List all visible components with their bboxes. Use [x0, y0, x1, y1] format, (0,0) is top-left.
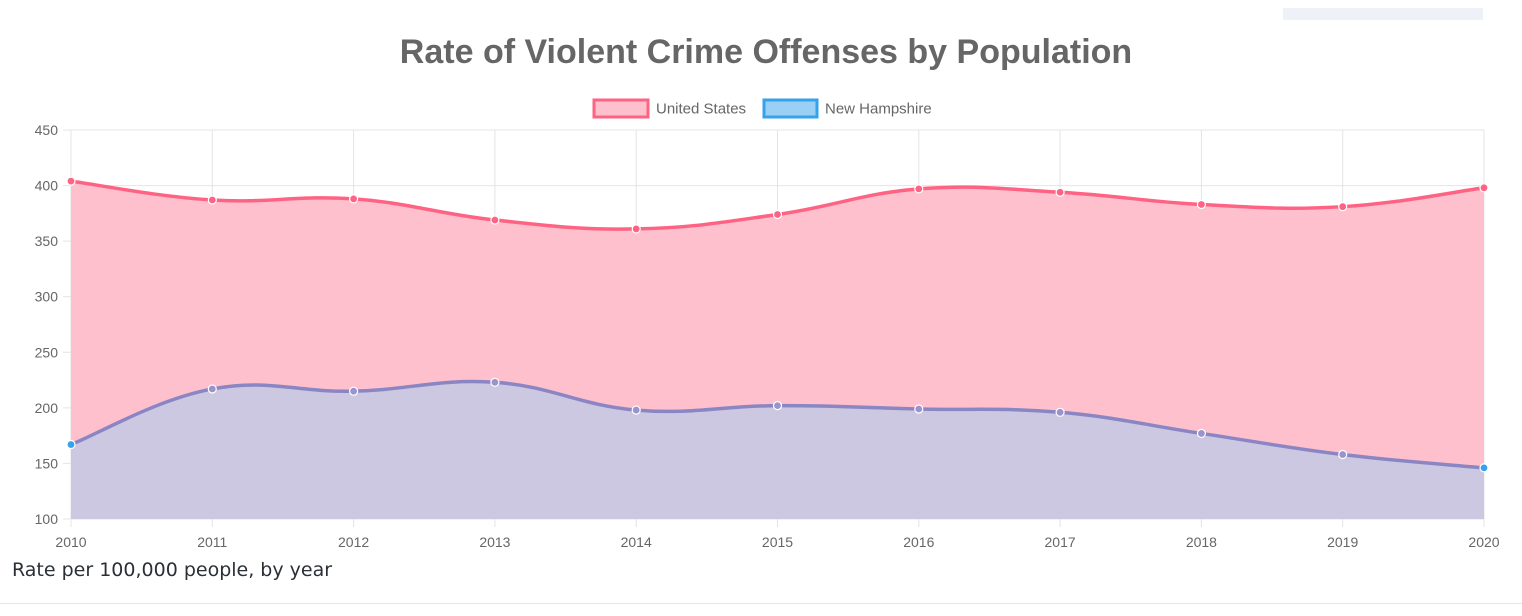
y-tick-label-300: 300 — [35, 289, 59, 305]
x-tick-label-2011: 2011 — [197, 534, 227, 550]
point-new-hampshire-2015[interactable] — [772, 401, 783, 411]
line-new-hampshire — [69, 379, 1486, 470]
x-tick-label-2013: 2013 — [479, 534, 510, 550]
legend-label-new-hampshire: New Hampshire — [825, 101, 932, 118]
point-united-states-2015[interactable] — [772, 209, 783, 220]
point-new-hampshire-2014[interactable] — [631, 405, 641, 415]
chart-legend: United States New Hampshire — [592, 98, 932, 119]
legend-swatch-united-states — [592, 98, 650, 119]
point-united-states-2012[interactable] — [349, 194, 359, 204]
area-new-hampshire — [71, 381, 1484, 519]
y-tick-label-250: 250 — [35, 344, 59, 360]
point-united-states-2014[interactable] — [631, 224, 641, 234]
point-new-hampshire-2013[interactable] — [490, 377, 500, 387]
series-areas — [71, 181, 1484, 519]
legend-item-new-hampshire[interactable]: New Hampshire — [762, 98, 932, 119]
y-tick-label-200: 200 — [35, 400, 59, 416]
point-united-states-2018[interactable] — [1196, 199, 1207, 210]
point-united-states-2016[interactable] — [914, 184, 924, 194]
top-strip — [1283, 8, 1483, 20]
x-tick-label-2020: 2020 — [1468, 534, 1499, 550]
y-tick-label-350: 350 — [35, 233, 59, 249]
y-axis-ticks: 100 150 200 250 300 350 400 450 — [35, 122, 59, 527]
point-united-states-2020[interactable] — [1479, 183, 1489, 193]
x-tick-label-2019: 2019 — [1327, 534, 1358, 550]
divider — [0, 603, 1522, 604]
point-new-hampshire-2018[interactable] — [1196, 428, 1207, 439]
chart-container: Rate of Violent Crime Offenses by Popula… — [35, 33, 1500, 550]
y-tick-label-150: 150 — [35, 455, 59, 471]
x-tick-label-2012: 2012 — [338, 534, 369, 550]
point-united-states-2013[interactable] — [490, 215, 500, 225]
x-tick-label-2017: 2017 — [1045, 534, 1076, 550]
legend-swatch-new-hampshire — [762, 98, 819, 119]
point-united-states-2019[interactable] — [1338, 202, 1348, 212]
legend-item-united-states[interactable]: United States — [592, 98, 746, 119]
y-tick-label-100: 100 — [35, 511, 59, 527]
chart-title: Rate of Violent Crime Offenses by Popula… — [400, 33, 1132, 71]
chart-caption: Rate per 100,000 people, by year — [12, 559, 333, 581]
x-tick-label-2016: 2016 — [903, 534, 934, 550]
legend-label-united-states: United States — [656, 101, 746, 118]
point-new-hampshire-2020[interactable] — [1479, 463, 1489, 473]
point-new-hampshire-2016[interactable] — [914, 404, 924, 414]
x-tick-label-2015: 2015 — [762, 534, 793, 550]
y-tick-label-400: 400 — [35, 178, 59, 194]
x-axis-ticks: 2010 2011 2012 2013 2014 2015 2016 2017 2018 2019… — [55, 534, 1499, 550]
point-united-states-2017[interactable] — [1055, 187, 1065, 197]
x-tick-label-2018: 2018 — [1186, 534, 1217, 550]
x-tick-label-2010: 2010 — [55, 534, 86, 550]
point-new-hampshire-2012[interactable] — [349, 386, 359, 396]
point-new-hampshire-2017[interactable] — [1055, 407, 1065, 417]
violent-crime-chart: Rate of Violent Crime Offenses by Popula… — [35, 33, 1500, 550]
y-tick-label-450: 450 — [35, 122, 59, 138]
point-new-hampshire-2010[interactable] — [66, 439, 76, 450]
point-united-states-2011[interactable] — [207, 195, 217, 205]
point-new-hampshire-2019[interactable] — [1338, 449, 1348, 460]
point-united-states-2010[interactable] — [66, 176, 76, 186]
series-points — [66, 176, 1489, 473]
point-new-hampshire-2011[interactable] — [207, 384, 217, 394]
x-tick-label-2014: 2014 — [621, 534, 652, 550]
